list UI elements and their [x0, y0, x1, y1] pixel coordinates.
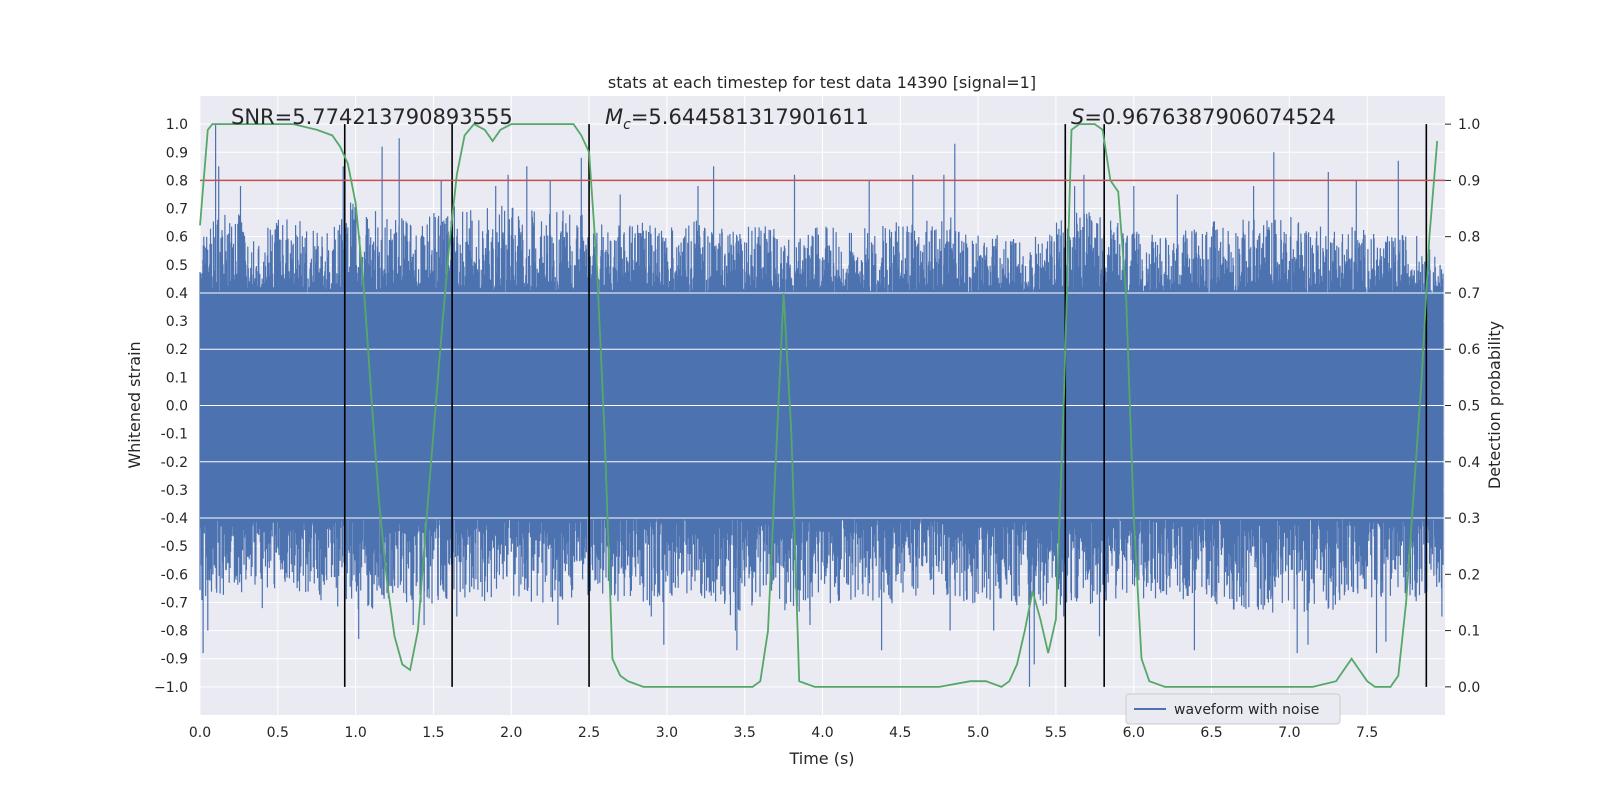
y-tick-label: 1.0 [166, 117, 188, 133]
y-tick-label: 0.4 [166, 286, 188, 302]
x-tick-label: 3.0 [656, 725, 678, 741]
x-tick-label: 2.5 [578, 725, 600, 741]
y2-tick-label: 0.2 [1458, 567, 1480, 583]
y-tick-label: 0.2 [166, 342, 188, 358]
y-tick-label: 0.0 [166, 399, 188, 415]
x-tick-label: 4.5 [889, 725, 911, 741]
y-tick-label: 0.1 [166, 370, 188, 386]
y-tick-label: -0.3 [161, 483, 188, 499]
y-tick-label: -0.6 [161, 567, 188, 583]
x-tick-label: 4.0 [811, 725, 833, 741]
mc-annotation: Mc=5.644581317901611 [605, 105, 869, 133]
axes: 0.0 0.5 1.0 1.5 2.0 2.5 3.0 3.5 4.0 4.5 5.0 5.5 6.0 6… [154, 117, 1480, 741]
y2-tick-label: 0.3 [1458, 511, 1480, 527]
y-tick-label: -0.8 [161, 624, 188, 640]
y2-tick-label: 0.7 [1458, 286, 1480, 302]
y-tick-label: 0.8 [166, 173, 188, 189]
detection-probability-line [199, 122, 1439, 688]
y-tick-label: -0.4 [161, 511, 188, 527]
x-tick-label: 5.5 [1045, 725, 1067, 741]
legend: waveform with noise [1125, 693, 1341, 725]
y-tick-label: 0.5 [166, 258, 188, 274]
y-tick-label: 0.9 [166, 145, 188, 161]
s-annotation: S=0.9676387906074524 [1071, 105, 1336, 129]
mc-symbol: M [605, 105, 623, 129]
mc-subscript: c [623, 117, 631, 133]
y2-tick-label: 0.0 [1458, 680, 1480, 696]
x-tick-label: 1.5 [422, 725, 444, 741]
s-value: =0.9676387906074524 [1084, 105, 1335, 129]
y-tick-label: -0.5 [161, 539, 188, 555]
x-tick-label: 6.5 [1200, 725, 1222, 741]
chart-title: stats at each timestep for test data 143… [608, 73, 1036, 92]
y-tick-label: -0.9 [161, 652, 188, 668]
y-tick-label: 0.3 [166, 314, 188, 330]
legend-box [1125, 693, 1341, 725]
plot-area [199, 122, 1445, 688]
y2-tick-label: 0.4 [1458, 455, 1480, 471]
y-tick-label: 0.6 [166, 230, 188, 246]
y-tick-label: 0.7 [166, 202, 188, 218]
x-tick-label: 7.5 [1356, 725, 1378, 741]
x-tick-label: 5.0 [967, 725, 989, 741]
y-tick-label: -0.1 [161, 427, 188, 443]
x-tick-label: 3.5 [734, 725, 756, 741]
s-symbol: S [1071, 105, 1084, 129]
x-tick-label: 6.0 [1123, 725, 1145, 741]
x-tick-label: 2.0 [500, 725, 522, 741]
y-tick-label: −1.0 [154, 680, 188, 696]
x-tick-label: 7.0 [1278, 725, 1300, 741]
y-tick-label: -0.7 [161, 595, 188, 611]
y2-tick-label: 1.0 [1458, 117, 1480, 133]
x-tick-label: 0.0 [189, 725, 211, 741]
y2-axis-label: Detection probability [1485, 321, 1504, 489]
y2-tick-label: 0.1 [1458, 624, 1480, 640]
x-tick-label: 0.5 [267, 725, 289, 741]
x-tick-label: 1.0 [344, 725, 366, 741]
x-axis-label: Time (s) [788, 749, 854, 768]
y2-tick-label: 0.5 [1458, 399, 1480, 415]
y2-tick-label: 0.9 [1458, 173, 1480, 189]
y-tick-label: -0.2 [161, 455, 188, 471]
legend-label: waveform with noise [1174, 702, 1319, 718]
y2-tick-label: 0.8 [1458, 230, 1480, 246]
mc-value: =5.644581317901611 [631, 105, 869, 129]
y-axis-label: Whitened strain [125, 341, 144, 468]
snr-annotation: SNR=5.774213790893555 [231, 105, 513, 129]
y2-tick-label: 0.6 [1458, 342, 1480, 358]
